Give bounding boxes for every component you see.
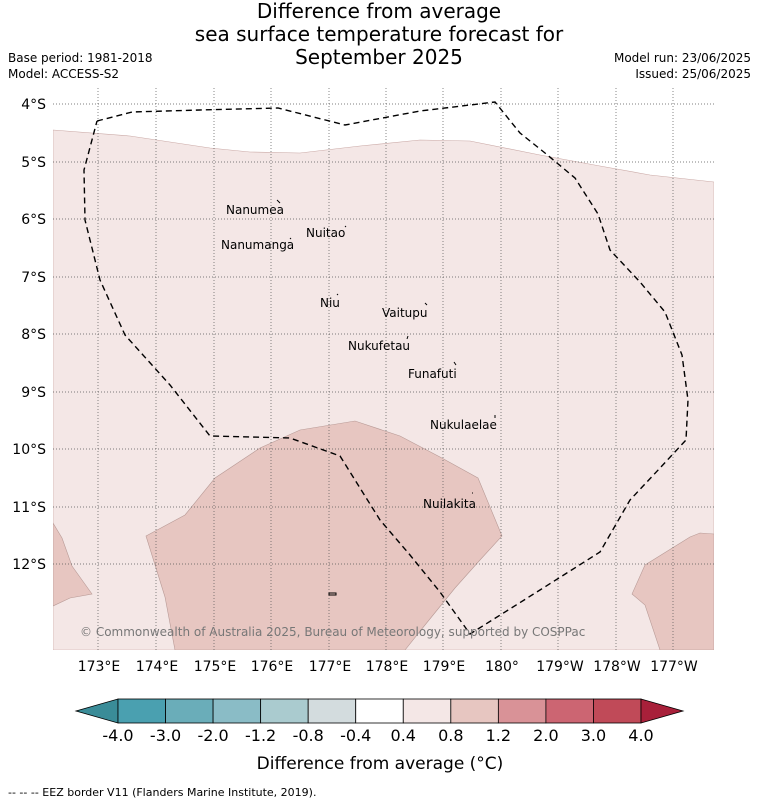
colorbar-tick-label: -2.0 bbox=[197, 726, 228, 745]
copyright-notice: © Commonwealth of Australia 2025, Bureau… bbox=[80, 625, 585, 639]
island-mark-funafuti bbox=[453, 361, 457, 366]
lon-label-180: 180° bbox=[485, 659, 519, 675]
colorbar-segment bbox=[165, 698, 214, 724]
island-mark-reef bbox=[328, 592, 337, 596]
map-area: Nanumea Nuitao Nanumanga Niu Vaitupu Nuk… bbox=[53, 88, 714, 650]
colorbar-over-arrow bbox=[640, 698, 685, 724]
colorbar-segment bbox=[593, 698, 642, 724]
island-label-niu: Niu bbox=[320, 296, 340, 310]
colorbar-tick-label: 4.0 bbox=[628, 726, 653, 745]
colorbar-segment bbox=[307, 698, 357, 724]
lon-label-179e: 179°E bbox=[423, 659, 466, 675]
lon-label-174e: 174°E bbox=[136, 659, 179, 675]
colorbar-segment bbox=[497, 698, 547, 724]
lon-label-178e: 178°E bbox=[366, 659, 409, 675]
colorbar-tick-label: 0.8 bbox=[438, 726, 463, 745]
lat-label-10s: 10°S bbox=[12, 442, 46, 458]
model-run: Model run: 23/06/2025 bbox=[613, 51, 751, 65]
island-label-nuitao: Nuitao bbox=[306, 226, 345, 240]
colorbar-segment bbox=[212, 698, 262, 724]
colorbar-tick-label: -0.4 bbox=[340, 726, 371, 745]
colorbar-tick-label: 1.2 bbox=[486, 726, 511, 745]
eez-border bbox=[83, 101, 689, 635]
island-mark-nanumanga bbox=[289, 237, 292, 240]
anomaly-0.8-1.2-region-west bbox=[53, 522, 93, 607]
lat-label-4s: 4°S bbox=[21, 97, 46, 113]
colorbar-label: Difference from average (°C) bbox=[257, 754, 504, 774]
lat-label-6s: 6°S bbox=[21, 212, 46, 228]
island-mark-nanumea bbox=[276, 199, 281, 204]
model-name: Model: ACCESS-S2 bbox=[8, 67, 120, 81]
lon-label-176e: 176°E bbox=[251, 659, 294, 675]
colorbar-tick-label: 0.4 bbox=[391, 726, 416, 745]
island-mark-nukufetau bbox=[406, 335, 409, 340]
gridlines bbox=[53, 88, 714, 650]
island-label-nanumea: Nanumea bbox=[226, 203, 284, 217]
island-label-nukulaelae: Nukulaelae bbox=[430, 418, 497, 432]
island-label-nuilakita: Nuilakita bbox=[423, 497, 476, 511]
colorbar-tick-label: -3.0 bbox=[150, 726, 181, 745]
lon-label-177w: 177°W bbox=[650, 659, 698, 675]
colorbar-tick-label: -1.2 bbox=[245, 726, 276, 745]
island-marks bbox=[276, 199, 496, 596]
title-line-2: sea surface temperature forecast for bbox=[194, 22, 564, 46]
anomaly-0.8-1.2-region-east bbox=[631, 532, 714, 650]
colorbar-tick-label: -0.8 bbox=[293, 726, 324, 745]
lon-label-179w: 179°W bbox=[536, 659, 584, 675]
title-line-3: September 2025 bbox=[295, 45, 463, 69]
lat-label-7s: 7°S bbox=[21, 270, 46, 286]
colorbar-segment bbox=[450, 698, 499, 724]
colorbar-tick-label: 3.0 bbox=[581, 726, 606, 745]
lat-label-11s: 11°S bbox=[12, 500, 46, 516]
colorbar: -4.0 -3.0 -2.0 -1.2 -0.8 -0.4 0.4 0.8 1.2 2.0 3.0 4… bbox=[74, 698, 685, 745]
colorbar-segment bbox=[355, 698, 404, 724]
lat-label-5s: 5°S bbox=[21, 155, 46, 171]
colorbar-tick-label: 2.0 bbox=[533, 726, 558, 745]
colorbar-segment bbox=[117, 698, 166, 724]
island-label-nanumanga: Nanumanga bbox=[221, 238, 294, 252]
colorbar-segment bbox=[260, 698, 309, 724]
anomaly-0.8-1.2-region bbox=[145, 420, 503, 650]
island-label-vaitupu: Vaitupu bbox=[382, 306, 428, 320]
title-line-1: Difference from average bbox=[256, 0, 502, 23]
island-label-funafuti: Funafuti bbox=[408, 367, 457, 381]
issued-date: Issued: 25/06/2025 bbox=[635, 67, 751, 81]
lat-label-8s: 8°S bbox=[21, 327, 46, 343]
lat-label-12s: 12°S bbox=[12, 557, 46, 573]
island-mark-nuitao bbox=[344, 225, 347, 228]
colorbar-under-arrow bbox=[74, 698, 119, 724]
island-mark-vaitupu bbox=[424, 302, 428, 306]
colorbar-segment bbox=[402, 698, 452, 724]
island-mark-niu bbox=[336, 293, 339, 296]
colorbar-tick-label: -4.0 bbox=[102, 726, 133, 745]
colorbar-segment bbox=[545, 698, 594, 724]
eez-legend-footnote: -- -- -- EEZ border V11 (Flanders Marine… bbox=[8, 786, 317, 799]
lon-label-175e: 175°E bbox=[194, 659, 237, 675]
lon-label-178w: 178°W bbox=[593, 659, 641, 675]
lon-label-173e: 173°E bbox=[78, 659, 121, 675]
lat-label-9s: 9°S bbox=[21, 385, 46, 401]
lon-label-177e: 177°E bbox=[309, 659, 352, 675]
base-period: Base period: 1981-2018 bbox=[8, 51, 153, 65]
island-label-nukufetau: Nukufetau bbox=[348, 339, 410, 353]
